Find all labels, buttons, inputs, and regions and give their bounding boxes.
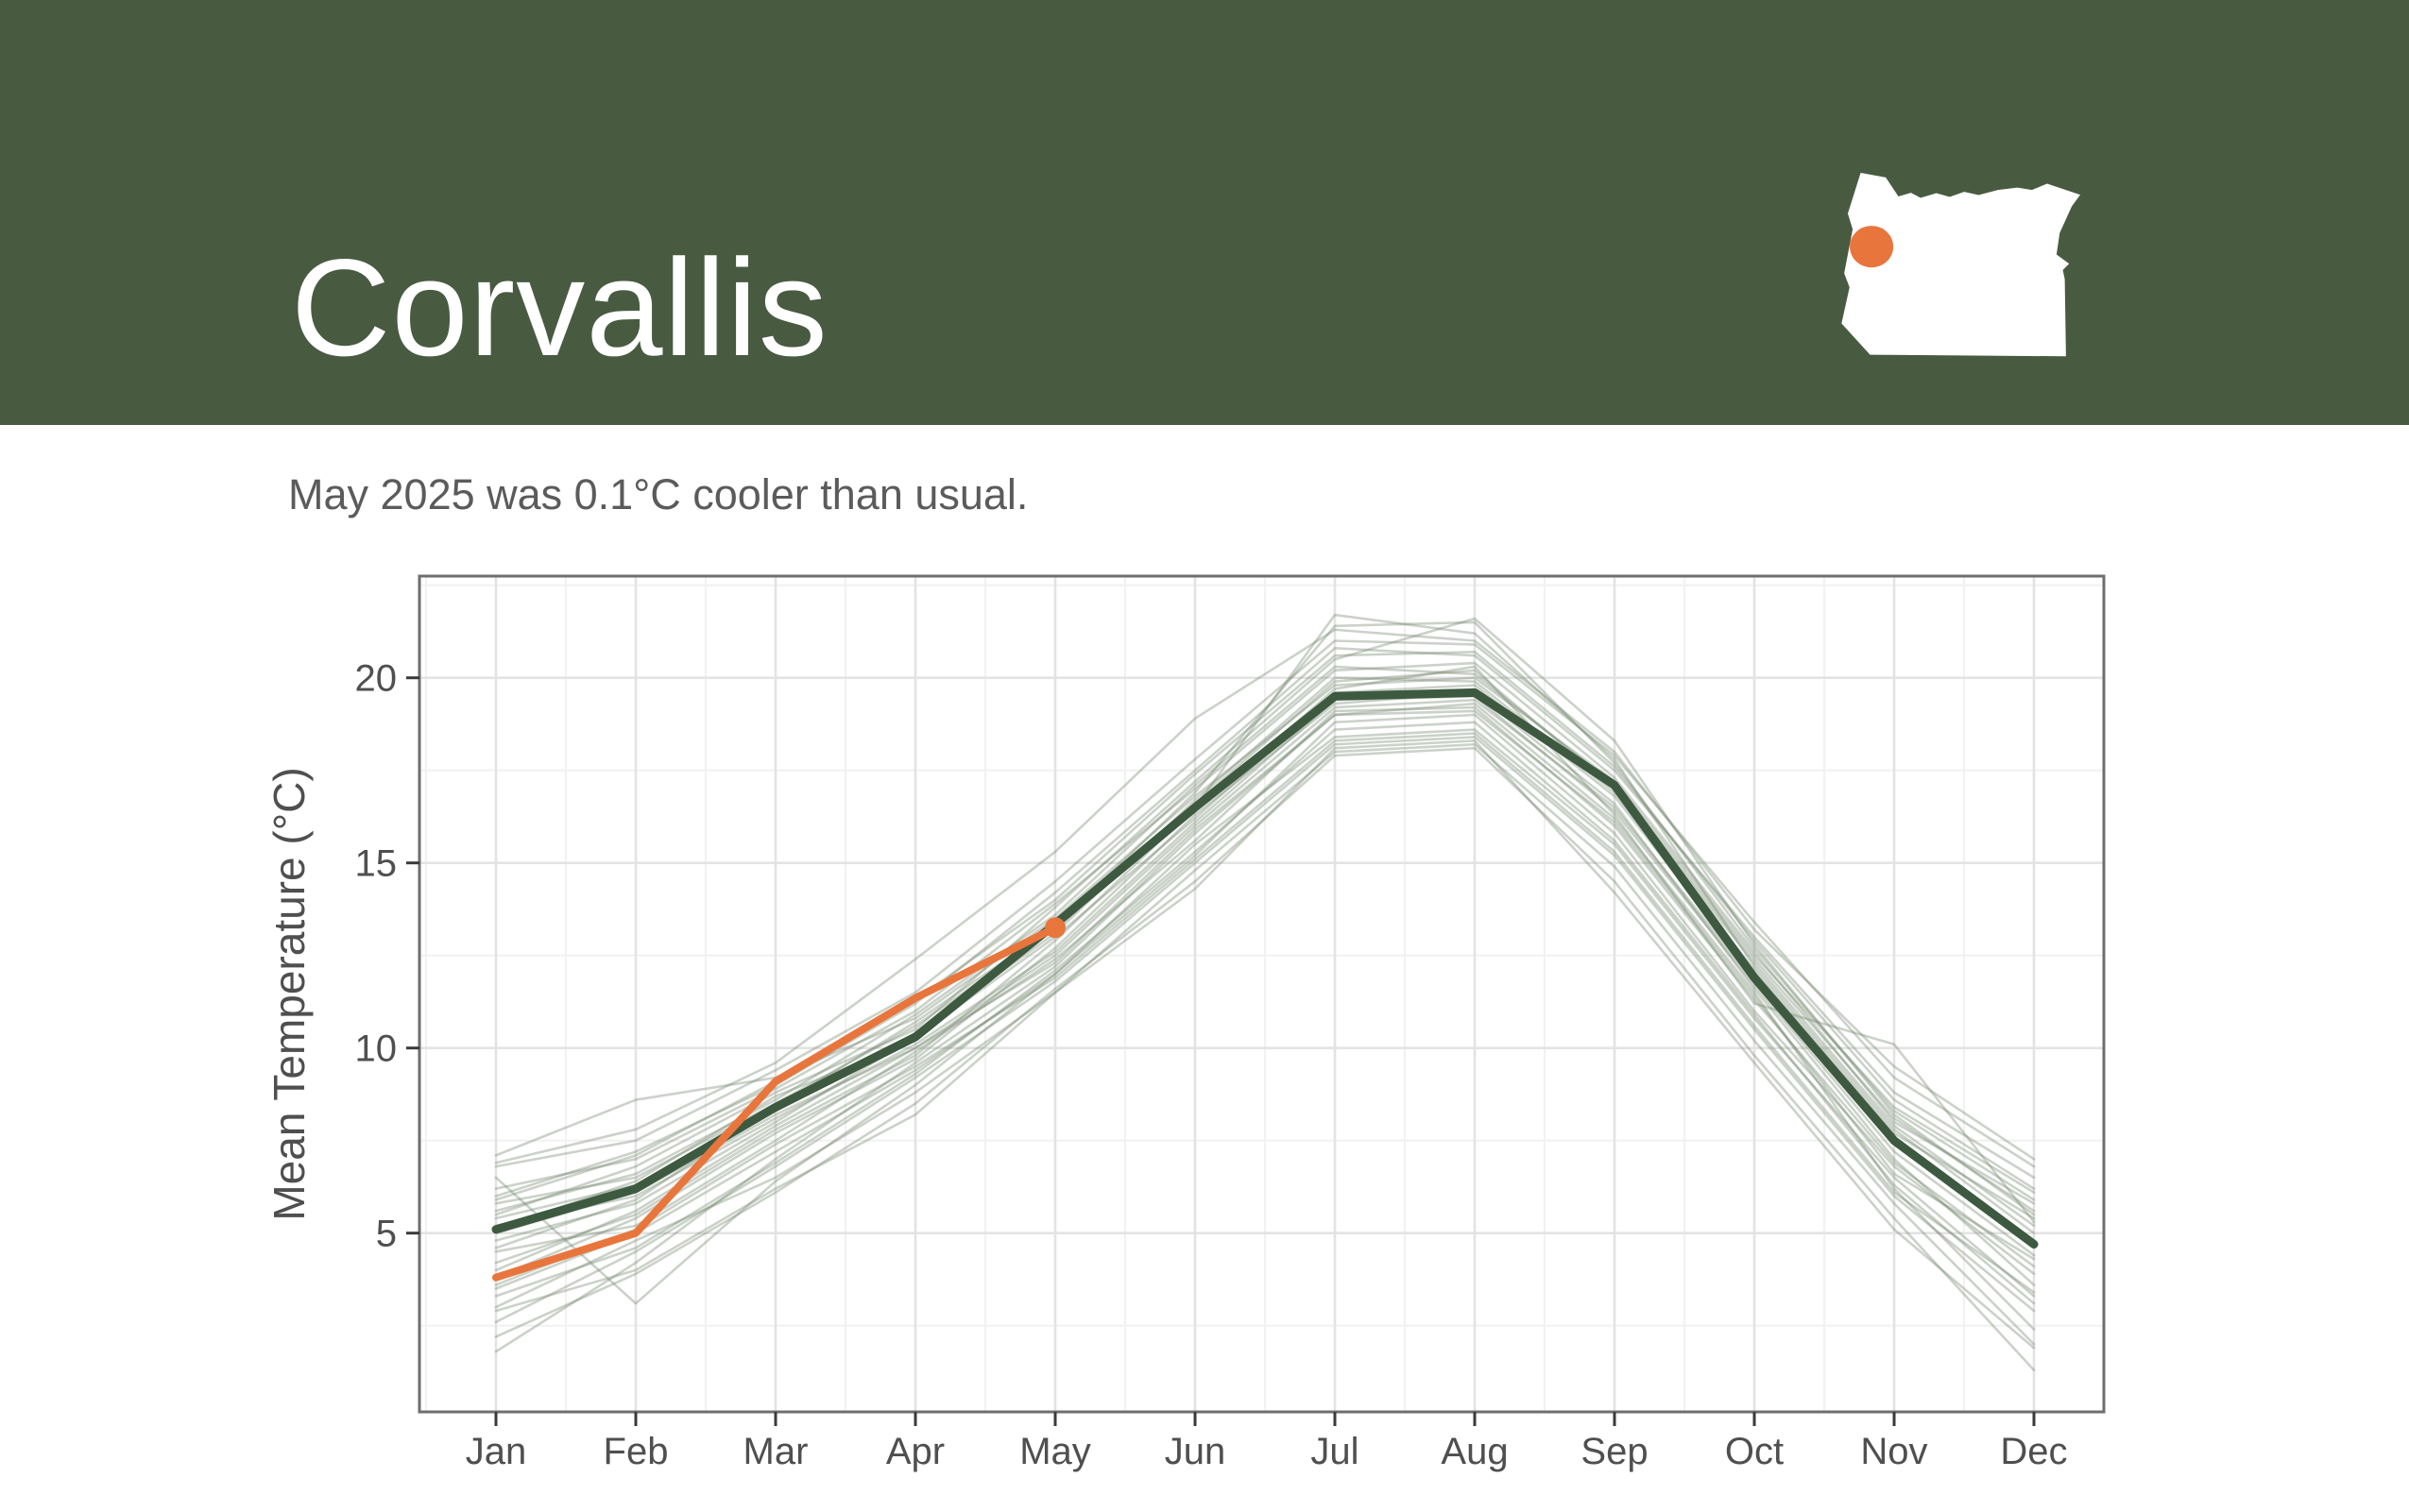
x-tick-label: May bbox=[1019, 1431, 1091, 1472]
x-tick-label: Oct bbox=[1725, 1431, 1784, 1472]
corvallis-location-dot bbox=[1850, 226, 1894, 268]
x-tick-label: Feb bbox=[604, 1431, 669, 1472]
oregon-state-shape bbox=[1841, 173, 2080, 357]
y-axis-title: Mean Temperature (°C) bbox=[265, 767, 314, 1220]
x-tick-label: Jun bbox=[1165, 1431, 1226, 1472]
year-line bbox=[494, 647, 2036, 1198]
year-line bbox=[494, 661, 2036, 1205]
x-tick-label: Nov bbox=[1860, 1431, 1927, 1472]
year-line bbox=[494, 713, 2036, 1305]
year-line bbox=[494, 728, 2036, 1298]
y-tick-label: 10 bbox=[355, 1028, 398, 1070]
y-tick-label: 5 bbox=[376, 1214, 397, 1255]
year-line bbox=[494, 736, 2036, 1324]
subtitle: May 2025 was 0.1°C cooler than usual. bbox=[288, 470, 1029, 518]
x-tick-label: Jul bbox=[1310, 1431, 1358, 1472]
year-line bbox=[494, 721, 2036, 1305]
year-line bbox=[494, 639, 2036, 1168]
average-line bbox=[491, 688, 2039, 1249]
year-line bbox=[494, 628, 2036, 1164]
header-band: Corvallis bbox=[0, 0, 2409, 425]
y-tick-label: 15 bbox=[355, 843, 398, 885]
x-tick-label: Mar bbox=[743, 1431, 809, 1472]
year-line bbox=[494, 739, 2036, 1350]
year-line bbox=[494, 709, 2036, 1272]
current-year-line bbox=[492, 924, 1059, 1282]
year-line bbox=[494, 669, 2036, 1228]
x-tick-label: Apr bbox=[886, 1431, 945, 1472]
x-tick-label: Sep bbox=[1580, 1431, 1648, 1472]
year-line bbox=[494, 691, 2036, 1286]
year-line bbox=[494, 676, 2036, 1194]
x-tick-label: Jan bbox=[466, 1431, 527, 1472]
y-tick-label: 20 bbox=[355, 658, 398, 700]
year-line bbox=[494, 613, 2036, 1265]
year-line bbox=[494, 742, 2036, 1346]
x-tick-label: Aug bbox=[1441, 1431, 1508, 1472]
year-line bbox=[494, 746, 2036, 1372]
year-line bbox=[494, 702, 2036, 1353]
year-line bbox=[494, 694, 2036, 1257]
current-month-dot bbox=[1045, 917, 1066, 939]
year-line bbox=[494, 732, 2036, 1294]
x-tick-label: Dec bbox=[2000, 1431, 2067, 1472]
year-line bbox=[494, 705, 2036, 1268]
page-title: Corvallis bbox=[291, 230, 829, 384]
oregon-map-icon bbox=[1841, 173, 2080, 357]
year-line bbox=[494, 650, 2036, 1201]
panel-border bbox=[418, 574, 2106, 1414]
